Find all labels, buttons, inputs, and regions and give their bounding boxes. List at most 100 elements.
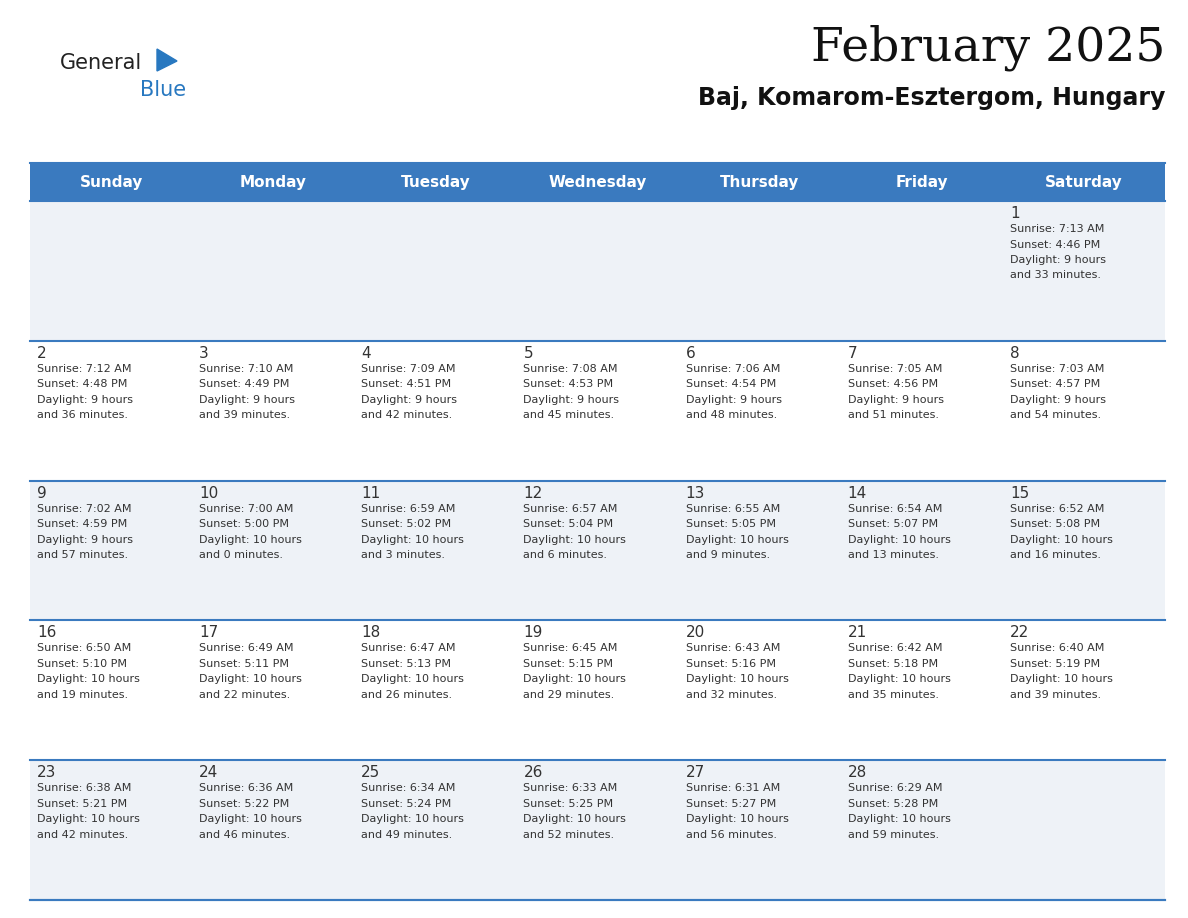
Text: Sunset: 5:02 PM: Sunset: 5:02 PM <box>361 519 451 529</box>
Bar <box>30 760 1165 900</box>
Text: Sunset: 4:51 PM: Sunset: 4:51 PM <box>361 379 451 389</box>
Text: Daylight: 10 hours: Daylight: 10 hours <box>200 534 302 544</box>
Text: Monday: Monday <box>240 174 307 189</box>
Text: Daylight: 10 hours: Daylight: 10 hours <box>685 675 789 685</box>
Text: and 6 minutes.: and 6 minutes. <box>524 550 607 560</box>
Text: and 57 minutes.: and 57 minutes. <box>37 550 128 560</box>
Text: and 33 minutes.: and 33 minutes. <box>1010 271 1101 281</box>
Text: 16: 16 <box>37 625 56 641</box>
Text: February 2025: February 2025 <box>810 25 1165 72</box>
Text: Sunrise: 7:08 AM: Sunrise: 7:08 AM <box>524 364 618 374</box>
Text: Sunset: 5:19 PM: Sunset: 5:19 PM <box>1010 659 1100 669</box>
Text: 18: 18 <box>361 625 380 641</box>
Text: Sunrise: 6:29 AM: Sunrise: 6:29 AM <box>848 783 942 793</box>
Text: Sunset: 4:48 PM: Sunset: 4:48 PM <box>37 379 127 389</box>
Text: Sunday: Sunday <box>80 174 143 189</box>
Text: Daylight: 10 hours: Daylight: 10 hours <box>361 534 465 544</box>
Text: and 0 minutes.: and 0 minutes. <box>200 550 283 560</box>
Text: General: General <box>61 53 143 73</box>
Text: and 59 minutes.: and 59 minutes. <box>848 830 939 840</box>
Text: Sunrise: 7:06 AM: Sunrise: 7:06 AM <box>685 364 781 374</box>
Text: Sunset: 5:15 PM: Sunset: 5:15 PM <box>524 659 613 669</box>
Text: and 32 minutes.: and 32 minutes. <box>685 690 777 700</box>
Text: Sunrise: 6:59 AM: Sunrise: 6:59 AM <box>361 504 456 513</box>
Text: Daylight: 10 hours: Daylight: 10 hours <box>524 814 626 824</box>
Text: 2: 2 <box>37 346 46 361</box>
Text: Daylight: 9 hours: Daylight: 9 hours <box>1010 255 1106 265</box>
Text: and 51 minutes.: and 51 minutes. <box>848 410 939 420</box>
Text: Sunrise: 6:38 AM: Sunrise: 6:38 AM <box>37 783 132 793</box>
Text: Daylight: 10 hours: Daylight: 10 hours <box>37 814 140 824</box>
Text: Daylight: 10 hours: Daylight: 10 hours <box>685 534 789 544</box>
Text: Sunrise: 6:57 AM: Sunrise: 6:57 AM <box>524 504 618 513</box>
Bar <box>30 481 1165 621</box>
Text: Tuesday: Tuesday <box>400 174 470 189</box>
Text: 24: 24 <box>200 766 219 780</box>
Text: Sunrise: 6:49 AM: Sunrise: 6:49 AM <box>200 644 293 654</box>
Text: and 22 minutes.: and 22 minutes. <box>200 690 290 700</box>
Text: Daylight: 10 hours: Daylight: 10 hours <box>200 814 302 824</box>
Text: Daylight: 10 hours: Daylight: 10 hours <box>524 675 626 685</box>
Text: and 46 minutes.: and 46 minutes. <box>200 830 290 840</box>
Text: Sunrise: 6:55 AM: Sunrise: 6:55 AM <box>685 504 779 513</box>
Text: Sunset: 5:07 PM: Sunset: 5:07 PM <box>848 519 937 529</box>
Text: Sunset: 5:18 PM: Sunset: 5:18 PM <box>848 659 937 669</box>
Text: 23: 23 <box>37 766 56 780</box>
Text: and 42 minutes.: and 42 minutes. <box>37 830 128 840</box>
Text: and 39 minutes.: and 39 minutes. <box>1010 690 1101 700</box>
Bar <box>30 163 1165 201</box>
Text: 28: 28 <box>848 766 867 780</box>
Bar <box>30 201 1165 341</box>
Text: 21: 21 <box>848 625 867 641</box>
Text: Daylight: 9 hours: Daylight: 9 hours <box>37 395 133 405</box>
Text: Daylight: 9 hours: Daylight: 9 hours <box>524 395 619 405</box>
Text: Sunrise: 6:54 AM: Sunrise: 6:54 AM <box>848 504 942 513</box>
Text: Sunset: 5:21 PM: Sunset: 5:21 PM <box>37 799 127 809</box>
Text: Wednesday: Wednesday <box>549 174 646 189</box>
Text: and 3 minutes.: and 3 minutes. <box>361 550 446 560</box>
Text: Saturday: Saturday <box>1045 174 1123 189</box>
Polygon shape <box>157 49 177 71</box>
Text: and 36 minutes.: and 36 minutes. <box>37 410 128 420</box>
Text: Daylight: 9 hours: Daylight: 9 hours <box>1010 395 1106 405</box>
Text: 19: 19 <box>524 625 543 641</box>
Text: and 49 minutes.: and 49 minutes. <box>361 830 453 840</box>
Text: Blue: Blue <box>140 80 187 100</box>
Text: and 26 minutes.: and 26 minutes. <box>361 690 453 700</box>
Text: and 54 minutes.: and 54 minutes. <box>1010 410 1101 420</box>
Text: 8: 8 <box>1010 346 1019 361</box>
Text: and 13 minutes.: and 13 minutes. <box>848 550 939 560</box>
Text: 20: 20 <box>685 625 704 641</box>
Text: Sunset: 5:28 PM: Sunset: 5:28 PM <box>848 799 939 809</box>
Text: 7: 7 <box>848 346 858 361</box>
Text: Daylight: 9 hours: Daylight: 9 hours <box>361 395 457 405</box>
Text: Daylight: 10 hours: Daylight: 10 hours <box>524 534 626 544</box>
Text: Daylight: 10 hours: Daylight: 10 hours <box>361 814 465 824</box>
Text: Daylight: 10 hours: Daylight: 10 hours <box>848 534 950 544</box>
Text: Sunrise: 7:03 AM: Sunrise: 7:03 AM <box>1010 364 1104 374</box>
Text: Sunset: 4:46 PM: Sunset: 4:46 PM <box>1010 240 1100 250</box>
Text: Daylight: 10 hours: Daylight: 10 hours <box>848 814 950 824</box>
Text: Sunrise: 6:45 AM: Sunrise: 6:45 AM <box>524 644 618 654</box>
Text: Sunrise: 6:34 AM: Sunrise: 6:34 AM <box>361 783 456 793</box>
Text: Sunset: 4:53 PM: Sunset: 4:53 PM <box>524 379 613 389</box>
Text: 26: 26 <box>524 766 543 780</box>
Text: 6: 6 <box>685 346 695 361</box>
Text: Sunrise: 6:50 AM: Sunrise: 6:50 AM <box>37 644 131 654</box>
Text: 1: 1 <box>1010 206 1019 221</box>
Text: Sunrise: 6:42 AM: Sunrise: 6:42 AM <box>848 644 942 654</box>
Text: and 29 minutes.: and 29 minutes. <box>524 690 614 700</box>
Text: and 42 minutes.: and 42 minutes. <box>361 410 453 420</box>
Text: 13: 13 <box>685 486 704 500</box>
Text: and 19 minutes.: and 19 minutes. <box>37 690 128 700</box>
Text: 5: 5 <box>524 346 533 361</box>
Text: Daylight: 9 hours: Daylight: 9 hours <box>848 395 943 405</box>
Text: Sunset: 5:24 PM: Sunset: 5:24 PM <box>361 799 451 809</box>
Text: Sunset: 5:04 PM: Sunset: 5:04 PM <box>524 519 613 529</box>
Text: Daylight: 10 hours: Daylight: 10 hours <box>848 675 950 685</box>
Text: Sunrise: 6:33 AM: Sunrise: 6:33 AM <box>524 783 618 793</box>
Text: Daylight: 10 hours: Daylight: 10 hours <box>361 675 465 685</box>
Text: Sunrise: 6:47 AM: Sunrise: 6:47 AM <box>361 644 456 654</box>
Text: Sunset: 5:00 PM: Sunset: 5:00 PM <box>200 519 289 529</box>
Text: Daylight: 10 hours: Daylight: 10 hours <box>37 675 140 685</box>
